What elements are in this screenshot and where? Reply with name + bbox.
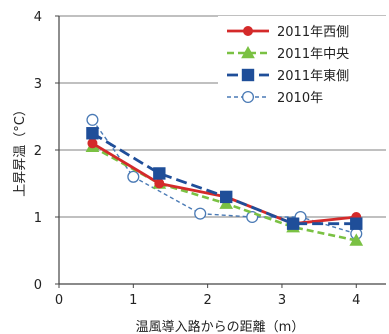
data-point — [349, 233, 364, 246]
y-tick-label: 3 — [34, 77, 42, 92]
data-point — [286, 217, 300, 230]
data-point — [87, 138, 98, 149]
y-tick-label: 1 — [34, 211, 42, 226]
x-tick-label: 4 — [352, 293, 360, 308]
legend-marker — [243, 26, 253, 36]
y-tick-label: 2 — [34, 144, 42, 159]
legend-marker — [241, 68, 255, 82]
data-point — [220, 190, 233, 204]
data-point — [153, 167, 166, 180]
legend-label: 2010年 — [277, 91, 323, 106]
series-3 — [86, 127, 363, 230]
x-tick-label: 2 — [203, 293, 211, 308]
legend-marker — [241, 45, 255, 59]
x-axis-title: 温風導入路からの距離（m） — [136, 319, 305, 334]
series-line — [91, 142, 357, 226]
y-axis-title: 上昇昇温（°C） — [13, 103, 28, 197]
x-tick-label: 3 — [278, 293, 286, 308]
y-tick-label: 4 — [34, 10, 42, 25]
y-tick-label: 0 — [34, 278, 42, 293]
data-point — [350, 217, 363, 230]
legend-item: 2010年 — [227, 90, 323, 106]
legend-marker — [241, 90, 255, 104]
axis-layer: 0 1 2 3 4 0 1 2 3 4 — [34, 10, 386, 308]
legend-label: 2011年東側 — [277, 68, 349, 84]
series-4 — [86, 113, 363, 240]
legend-item: 2011年中央 — [227, 45, 349, 62]
data-point — [194, 207, 207, 220]
data-point — [154, 178, 165, 189]
data-point — [86, 113, 99, 126]
x-tick-label: 1 — [129, 293, 137, 308]
data-point — [86, 127, 99, 140]
legend-item: 2011年西側 — [227, 25, 349, 40]
series-layer — [85, 113, 364, 246]
legend-label: 2011年中央 — [277, 47, 349, 62]
series-line — [91, 119, 357, 235]
legend-item: 2011年東側 — [227, 68, 349, 84]
data-point — [127, 170, 140, 183]
legend: 2011年西側 2011年中央 2011年東側 2010年 — [218, 16, 386, 112]
legend-label: 2011年西側 — [277, 25, 349, 40]
x-tick-label: 0 — [55, 293, 63, 308]
